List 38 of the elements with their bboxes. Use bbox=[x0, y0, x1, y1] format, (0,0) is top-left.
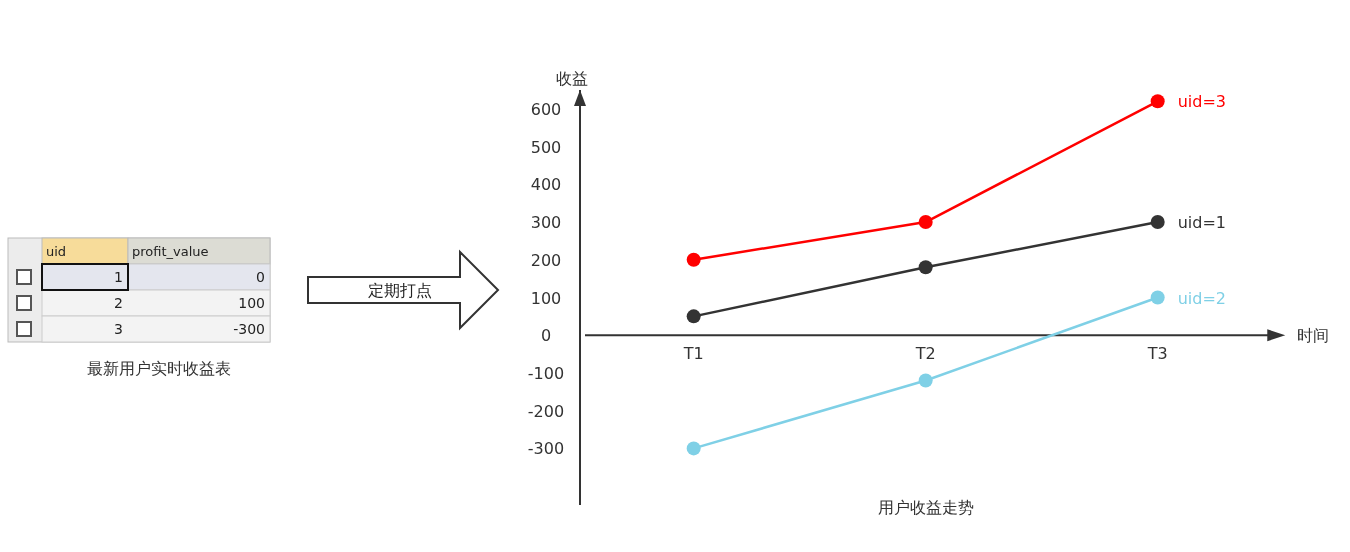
text: 2 bbox=[114, 295, 123, 311]
series-label: uid=2 bbox=[1177, 288, 1227, 308]
x-tick-label: T1 bbox=[682, 344, 704, 364]
y-tick-label: 500 bbox=[530, 137, 562, 157]
point bbox=[918, 260, 933, 275]
text: 用户收益走势 bbox=[877, 498, 974, 517]
point bbox=[686, 441, 701, 456]
y-axis-title: 收益 bbox=[556, 69, 588, 88]
x-axis-title: 时间 bbox=[1297, 326, 1330, 346]
text: profit_value bbox=[132, 244, 209, 259]
text: 1 bbox=[114, 269, 123, 285]
y-tick-label: 600 bbox=[530, 99, 562, 119]
text: 0 bbox=[256, 269, 265, 285]
point bbox=[686, 309, 701, 324]
text: -300 bbox=[233, 321, 265, 337]
y-tick-label: 100 bbox=[530, 288, 562, 308]
y-tick-label: 400 bbox=[530, 175, 562, 195]
point bbox=[1150, 215, 1165, 230]
text: 3 bbox=[114, 321, 123, 337]
series-label: uid=1 bbox=[1177, 213, 1227, 233]
series-label: uid=3 bbox=[1177, 92, 1227, 112]
text: uid bbox=[46, 244, 67, 259]
text: 最新用户实时收益表 bbox=[87, 359, 231, 378]
x-tick-label: T3 bbox=[1146, 344, 1168, 364]
point bbox=[1150, 290, 1165, 305]
y-tick-label: -100 bbox=[527, 363, 565, 383]
x-tick-label: T2 bbox=[914, 344, 936, 364]
y-tick-label: -200 bbox=[527, 401, 565, 421]
y-tick-label: 0 bbox=[540, 326, 552, 346]
point bbox=[686, 252, 701, 267]
text: 定期打点 bbox=[368, 281, 432, 300]
y-tick-label: 200 bbox=[530, 250, 562, 270]
point bbox=[1150, 94, 1165, 109]
point bbox=[918, 215, 933, 230]
y-tick-label: -300 bbox=[527, 439, 565, 459]
text: 100 bbox=[238, 295, 265, 311]
point bbox=[918, 373, 933, 388]
y-tick-label: 300 bbox=[530, 213, 562, 233]
